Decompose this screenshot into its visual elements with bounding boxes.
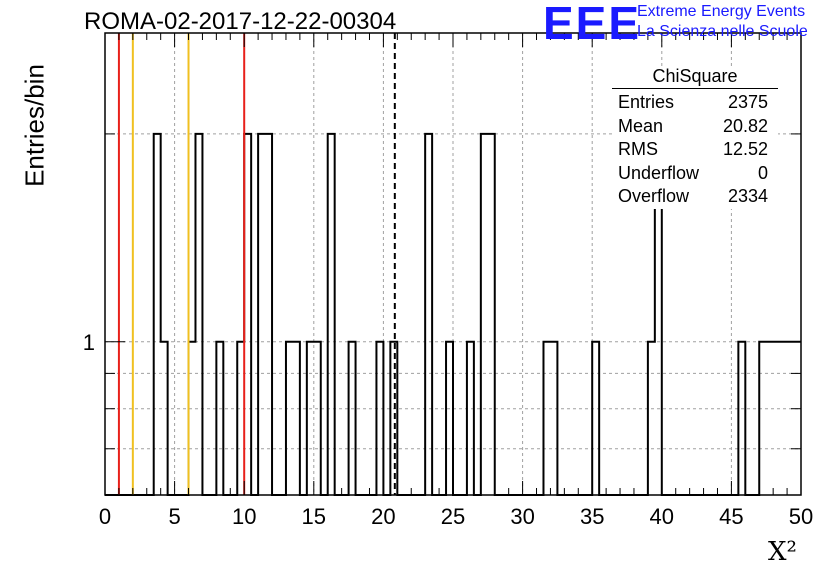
histogram-bin [328,134,335,495]
x-tick-label: 20 [371,504,395,529]
stats-label: Entries [618,92,675,112]
histogram-bin [467,342,474,495]
histogram-bin [237,342,244,495]
histogram-bin [738,342,745,495]
histogram-bin [349,342,356,495]
histogram-bin [780,342,787,495]
x-tick-label: 40 [650,504,674,529]
stats-box: ChiSquare Entries 2375 Mean 20.82 RMS 12… [612,66,778,209]
stats-row: Underflow 0 [612,162,778,186]
stats-row: Mean 20.82 [612,115,778,139]
histogram-bin [216,342,223,495]
stats-row: Overflow 2334 [612,185,778,209]
x-tick-label: 50 [789,504,813,529]
stats-label: Underflow [618,162,700,183]
x-tick-label: 5 [168,504,180,529]
histogram-bin [293,342,300,495]
logo-line1: Extreme Energy Events [637,3,806,20]
chart-title: ROMA-02-2017-12-22-00304 [84,8,397,35]
histogram-bin [794,342,801,495]
stats-label: Mean [618,115,664,136]
stats-value: 20.82 [722,115,768,136]
histogram-bin [592,342,599,495]
logo-line2: La Scienza nelle Scuole [637,23,808,40]
stats-value: 2375 [727,92,768,112]
eee-logo: EEE [543,0,642,49]
stats-row: Entries 2375 [612,91,778,115]
x-tick-label: 45 [719,504,743,529]
stats-label: Overflow [618,186,690,206]
histogram-bin [766,342,773,495]
y-tick-label: 1 [83,330,95,355]
x-tick-label: 0 [99,504,111,529]
histogram-bin [550,342,557,495]
x-tick-label: 25 [441,504,465,529]
y-axis-label: Entries/bin [19,64,50,187]
histogram-bin [244,134,251,495]
stats-value: 12.52 [722,139,768,159]
x-tick-label: 10 [232,504,256,529]
histogram-bin [189,342,196,495]
histogram-bin [376,342,383,495]
histogram-bin [161,342,168,495]
stats-value: 2334 [727,186,768,206]
histogram-bin [195,134,202,495]
histogram-bin [307,342,314,495]
histogram-bin [314,342,321,495]
histogram-bin [425,134,432,495]
stats-value: 0 [757,162,768,183]
histogram-bin [265,134,272,495]
histogram-bin [258,134,265,495]
histogram-bin [787,342,794,495]
histogram-bin [759,342,766,495]
histogram-bin [286,342,293,495]
histogram-bin [154,134,161,495]
stats-name: ChiSquare [612,66,778,89]
histogram-bin [446,342,453,495]
histogram-bin [543,342,550,495]
histogram-bin [488,134,495,495]
x-tick-label: 35 [580,504,604,529]
stats-row: RMS 12.52 [612,138,778,162]
histogram-bin [773,342,780,495]
x-axis-label: X² [768,537,797,567]
stats-label: RMS [618,139,658,159]
x-tick-label: 15 [302,504,326,529]
x-tick-label: 30 [510,504,534,529]
histogram-bin [481,134,488,495]
histogram-bin [648,342,655,495]
